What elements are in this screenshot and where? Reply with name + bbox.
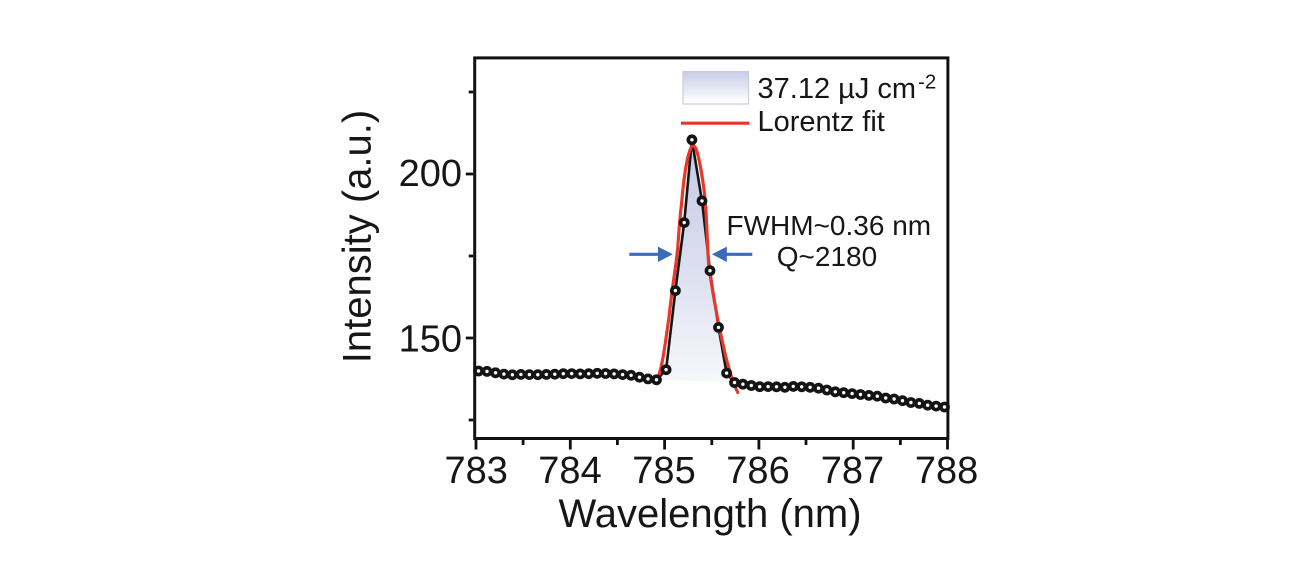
svg-text:150: 150 [399, 319, 462, 361]
svg-text:Intensity (a.u.): Intensity (a.u.) [336, 110, 380, 363]
svg-text:Lorentz fit: Lorentz fit [758, 106, 885, 138]
svg-text:786: 786 [726, 450, 789, 492]
svg-text:200: 200 [399, 153, 462, 195]
svg-text:787: 787 [821, 450, 884, 492]
svg-text:-2: -2 [918, 71, 936, 94]
svg-text:37.12 µJ cm: 37.12 µJ cm [758, 73, 917, 105]
svg-text:Wavelength (nm): Wavelength (nm) [558, 492, 861, 536]
svg-text:785: 785 [632, 450, 695, 492]
svg-text:788: 788 [915, 450, 978, 492]
svg-text:FWHM~0.36 nm: FWHM~0.36 nm [727, 210, 932, 241]
svg-text:784: 784 [538, 450, 601, 492]
svg-text:783: 783 [444, 450, 507, 492]
svg-text:Q~2180: Q~2180 [777, 241, 877, 272]
